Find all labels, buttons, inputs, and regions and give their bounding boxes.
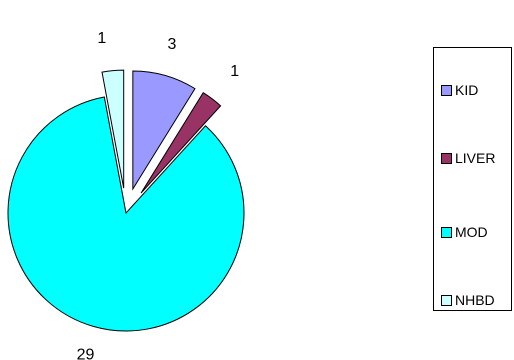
- pie-slice-kid: [132, 70, 196, 191]
- legend-label-nhbd: NHBD: [455, 292, 495, 308]
- legend-swatch-mod: [441, 226, 452, 238]
- data-label-mod: 29: [77, 347, 95, 360]
- pie-slices: [7, 69, 245, 332]
- legend-label-kid: KID: [455, 82, 479, 98]
- data-label-nhbd: 1: [97, 30, 106, 47]
- legend-label-liver: LIVER: [455, 150, 496, 166]
- data-label-kid: 3: [167, 36, 176, 53]
- legend-swatch-nhbd: [441, 294, 452, 306]
- data-label-liver: 1: [230, 63, 239, 80]
- pie-slice-nhbd: [101, 69, 125, 189]
- legend-item-liver: LIVER: [441, 150, 495, 166]
- legend-item-mod: MOD: [441, 224, 488, 240]
- pie-slice-mod: [7, 96, 245, 332]
- legend-label-mod: MOD: [455, 224, 488, 240]
- legend-item-kid: KID: [441, 82, 478, 98]
- pie-slice-liver: [140, 92, 222, 194]
- legend: KID LIVER MOD NHBD: [433, 47, 512, 311]
- legend-swatch-liver: [441, 152, 452, 164]
- legend-swatch-kid: [441, 84, 452, 96]
- data-labels: 3 1 29 1: [77, 30, 240, 360]
- legend-item-nhbd: NHBD: [441, 292, 495, 308]
